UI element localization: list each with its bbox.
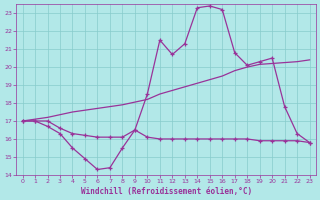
X-axis label: Windchill (Refroidissement éolien,°C): Windchill (Refroidissement éolien,°C) <box>81 187 252 196</box>
